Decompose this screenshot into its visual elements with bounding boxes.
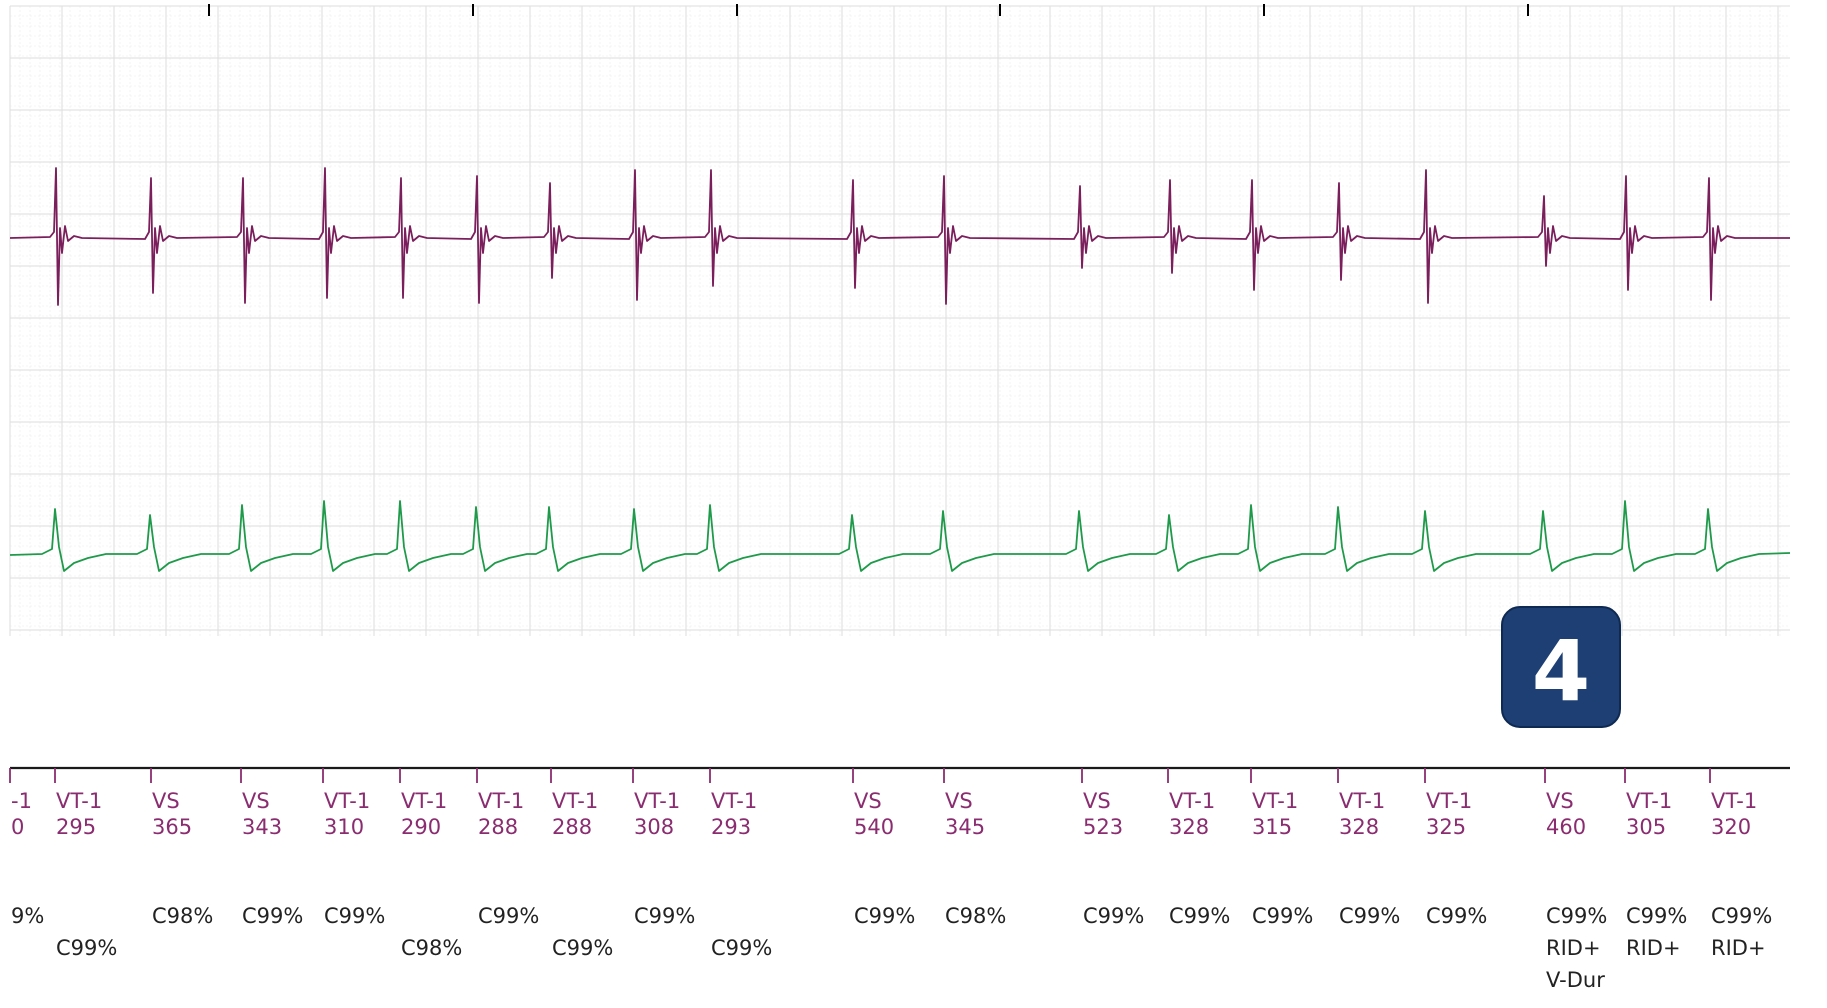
marker-annotation: V-Dur [1546,968,1605,992]
marker-interval: 293 [711,815,751,839]
ecg-grid [9,5,1790,636]
atrial-egm-trace [9,167,1790,306]
marker-annotation: RID+ [1546,936,1601,960]
marker-annotation: RID+ [1711,936,1766,960]
marker-annotation: C98% [945,904,1006,928]
marker-label: VS [1546,789,1574,813]
marker-annotation: 9% [11,904,44,928]
marker-interval: 315 [1252,815,1292,839]
marker-annotation: C99% [478,904,539,928]
marker-label: VT-1 [634,789,680,813]
marker-interval: 290 [401,815,441,839]
marker-label: VS [152,789,180,813]
marker-annotation: C99% [1083,904,1144,928]
step-badge-box [1501,606,1621,728]
marker-annotation: C99% [1426,904,1487,928]
marker-label: VT-1 [401,789,447,813]
marker-annotation: C99% [1711,904,1772,928]
marker-interval: 308 [634,815,674,839]
marker-interval: 0 [11,815,24,839]
step-badge: 4 [1501,606,1621,728]
marker-label: VT-1 [324,789,370,813]
marker-interval: 305 [1626,815,1666,839]
marker-interval: 310 [324,815,364,839]
marker-interval: 540 [854,815,894,839]
marker-label: VT-1 [1711,789,1757,813]
marker-annotation: C99% [1339,904,1400,928]
marker-annotation: C99% [552,936,613,960]
marker-interval: 288 [478,815,518,839]
marker-label: VT-1 [552,789,598,813]
marker-annotation: C99% [854,904,915,928]
marker-annotation: C99% [1626,904,1687,928]
marker-annotation: C99% [711,936,772,960]
marker-interval: 345 [945,815,985,839]
marker-label: VT-1 [1252,789,1298,813]
marker-interval: 460 [1546,815,1586,839]
ventricular-egm-trace [9,500,1791,572]
marker-label: VT-1 [1339,789,1385,813]
marker-label: VT-1 [1626,789,1672,813]
marker-label: VS [1083,789,1111,813]
marker-interval: 295 [56,815,96,839]
marker-label: VT-1 [1169,789,1215,813]
marker-interval: 523 [1083,815,1123,839]
step-badge-label: 4 [1532,622,1590,720]
marker-annotation: C99% [634,904,695,928]
marker-interval: 343 [242,815,282,839]
marker-channel: -109%VT-1295C99%VS365C98%VS343C99%VT-131… [9,766,1790,992]
marker-label: VS [242,789,270,813]
marker-annotation: C99% [242,904,303,928]
marker-label: VT-1 [478,789,524,813]
marker-interval: 288 [552,815,592,839]
time-ticks [208,4,1529,16]
marker-annotation: C99% [56,936,117,960]
marker-annotation: C99% [1546,904,1607,928]
marker-interval: 320 [1711,815,1751,839]
marker-interval: 328 [1169,815,1209,839]
marker-interval: 365 [152,815,192,839]
marker-event: -10 9% [9,768,44,928]
marker-interval: 328 [1339,815,1379,839]
marker-label: VS [945,789,973,813]
marker-label: VT-1 [711,789,757,813]
marker-label: VT-1 [56,789,102,813]
marker-annotation: C99% [1252,904,1313,928]
marker-annotation: C99% [1169,904,1230,928]
marker-annotation: C98% [152,904,213,928]
marker-annotation: C98% [401,936,462,960]
marker-annotation: C99% [324,904,385,928]
marker-label: VT-1 [1426,789,1472,813]
marker-label: VS [854,789,882,813]
marker-annotation: RID+ [1626,936,1681,960]
egm-traces [9,167,1791,572]
marker-interval: 325 [1426,815,1466,839]
marker-label: -1 [11,789,32,813]
